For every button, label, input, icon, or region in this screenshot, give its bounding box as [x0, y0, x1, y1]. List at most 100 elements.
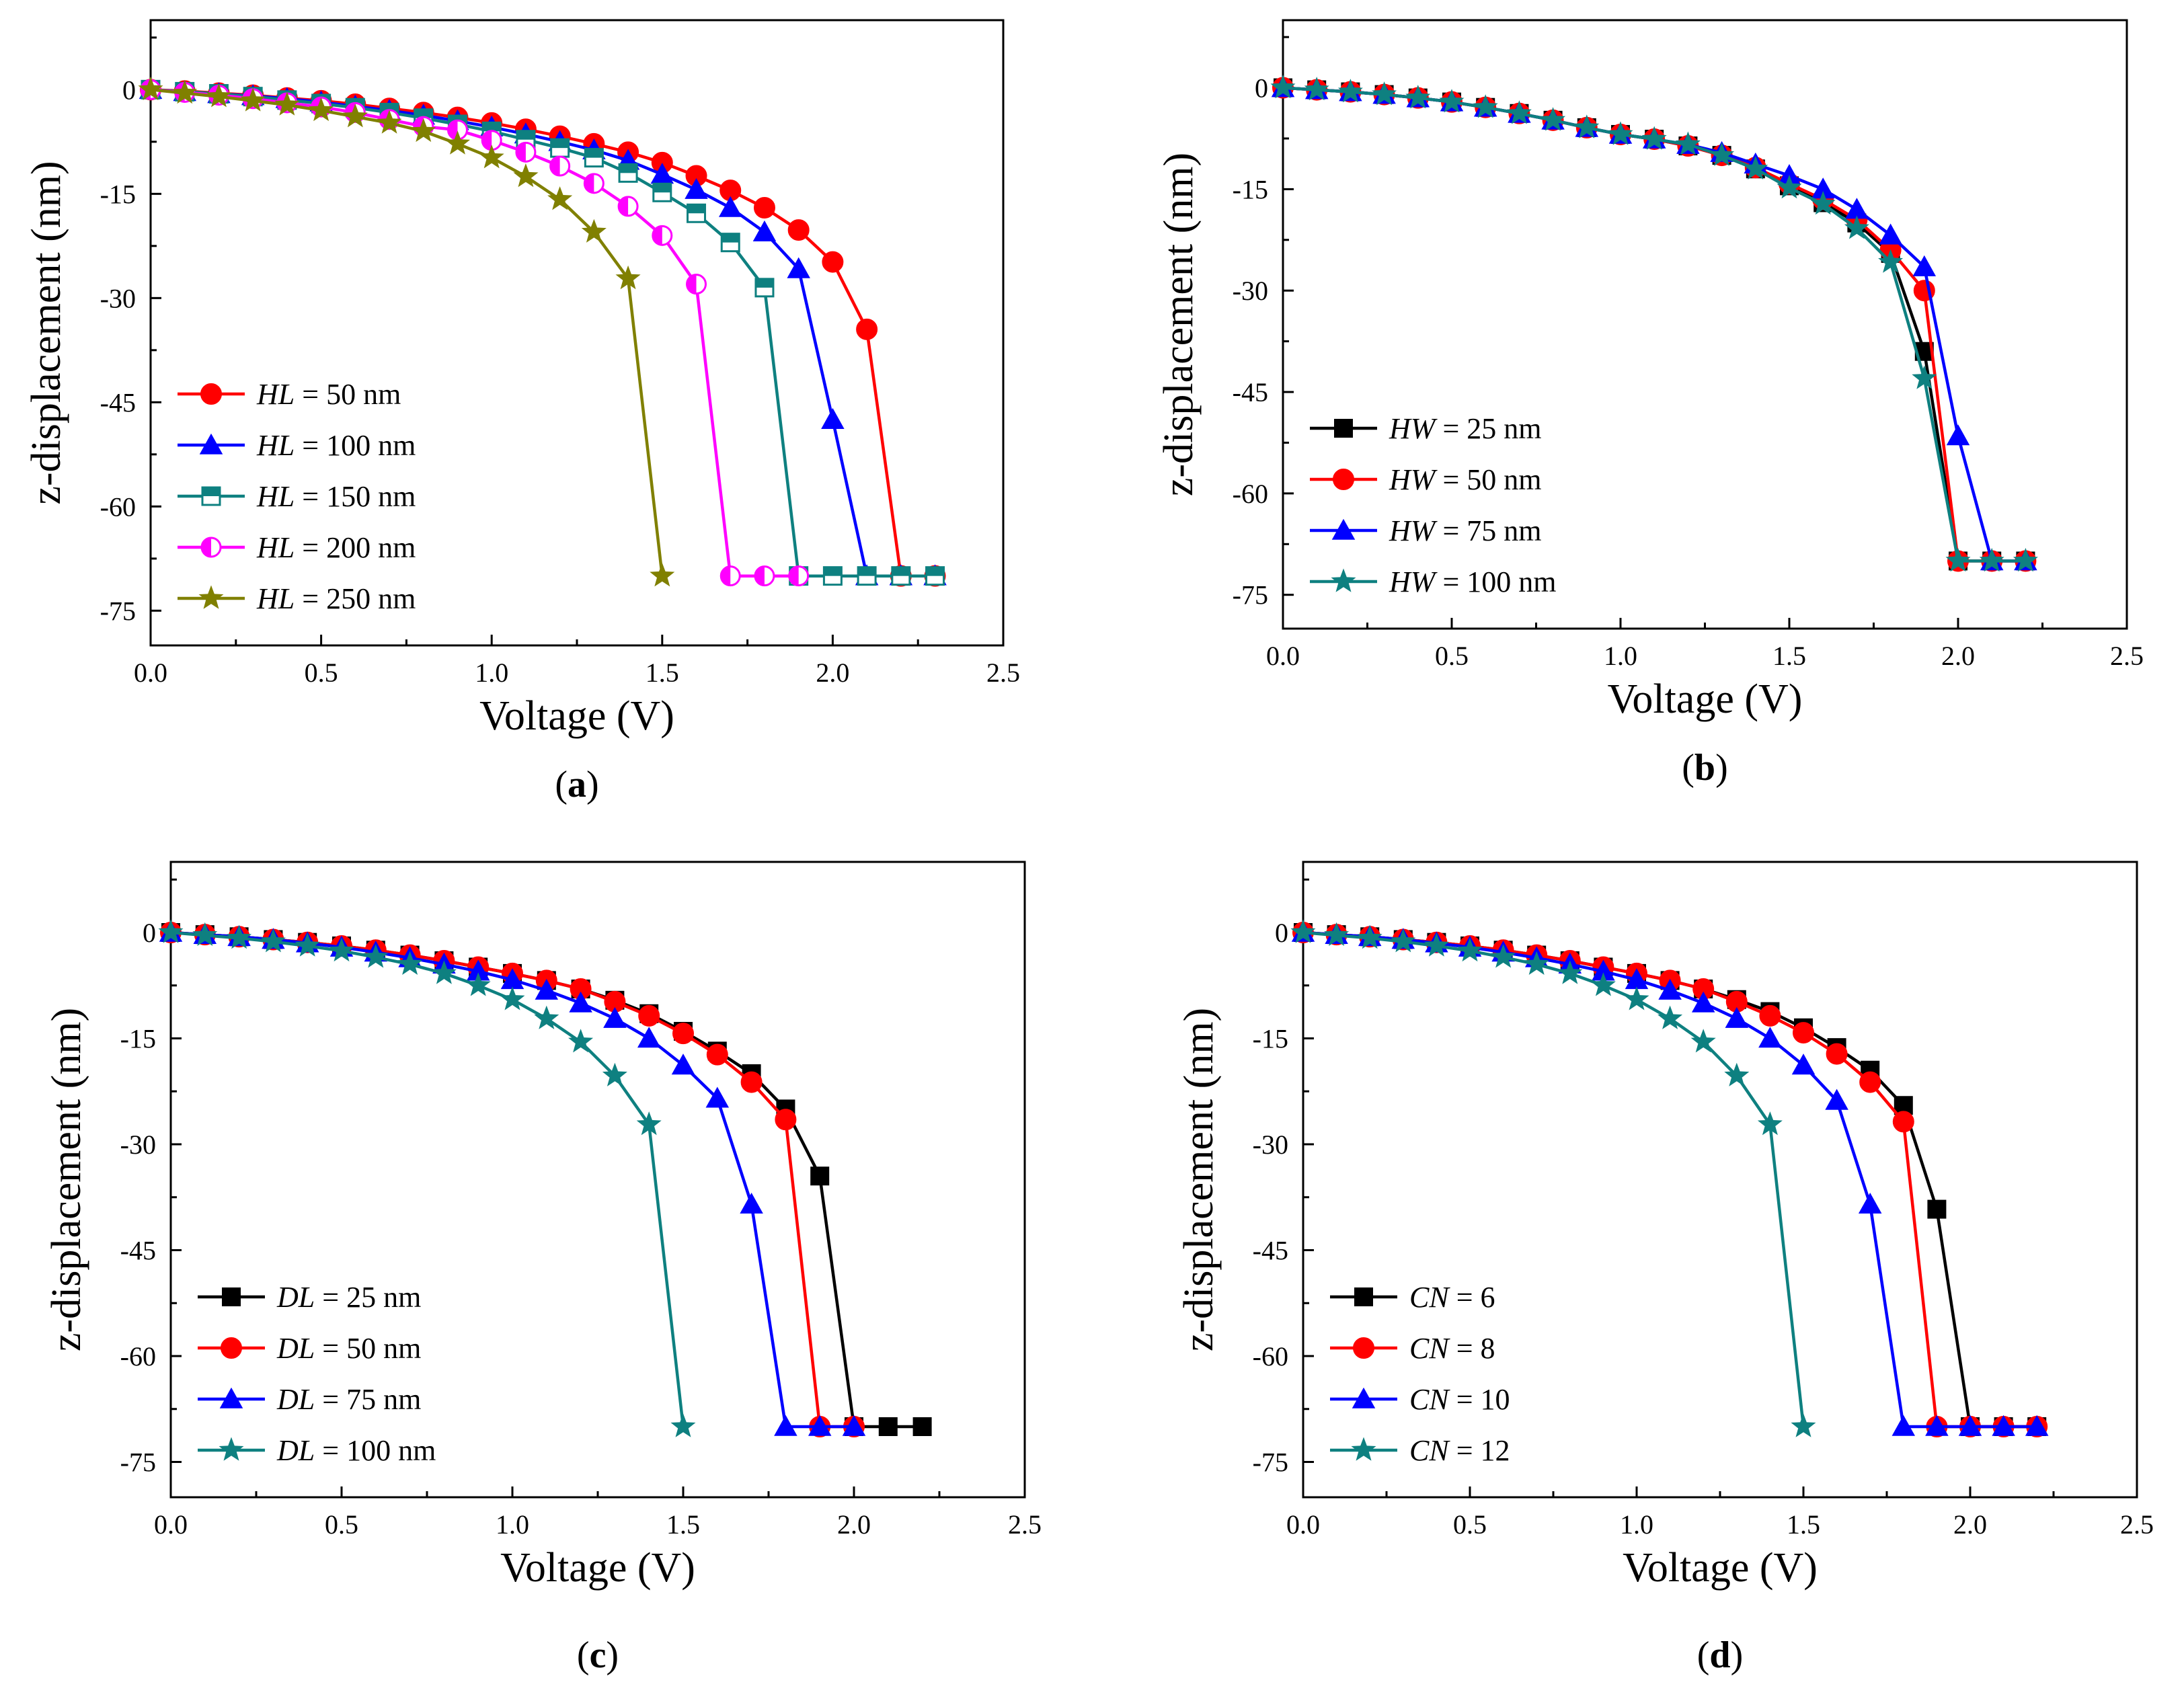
data-point	[1759, 1004, 1781, 1027]
data-point	[636, 1111, 662, 1136]
panel-c: 0.0 0.5 1.0 1.5 2.0 2.5 0 -15 -30 -45 -60 -75 Voltag…	[44, 861, 1042, 1676]
y-tick-label: 0	[1255, 73, 1268, 104]
legend-marker	[199, 433, 223, 454]
legend-item: CN = 8	[1330, 1332, 1495, 1365]
data-point	[1743, 155, 1768, 180]
data-point	[1574, 114, 1600, 138]
series	[158, 919, 696, 1437]
data-point	[1641, 126, 1667, 150]
legend-marker	[1353, 1337, 1374, 1359]
data-point	[550, 138, 570, 158]
data-point	[617, 196, 639, 217]
x-tick-label: 0.0	[134, 658, 167, 688]
x-tick-label: 2.0	[816, 658, 849, 688]
data-point	[1992, 1415, 2015, 1436]
y-tick-label: -75	[1253, 1447, 1288, 1478]
legend-marker	[1354, 1287, 1373, 1306]
data-point	[172, 80, 198, 104]
data-point	[1758, 1027, 1782, 1048]
data-point	[2013, 547, 2038, 572]
legend-label: CN = 12	[1409, 1434, 1510, 1467]
data-point	[687, 203, 707, 223]
x-axis-title: Voltage (V)	[479, 693, 674, 739]
data-point	[615, 265, 641, 290]
data-point	[1691, 991, 1715, 1013]
y-axis-title: z-displacement (nm)	[1176, 1008, 1222, 1351]
legend-label: DL = 75 nm	[276, 1383, 421, 1416]
legend-label: HL = 200 nm	[256, 531, 416, 564]
x-tick-label: 0.5	[1435, 641, 1469, 671]
data-point	[1337, 79, 1363, 103]
legend-marker	[222, 1287, 241, 1306]
legend: HL = 50 nm HL = 100 nm HL = 150 nm HL = 200…	[178, 378, 416, 615]
y-tick-label: -45	[120, 1236, 156, 1266]
x-tick-label: 2.5	[2110, 641, 2144, 671]
data-point	[1608, 121, 1633, 145]
data-point	[1945, 547, 1971, 572]
data-point	[1709, 142, 1735, 166]
data-point	[1979, 547, 2004, 572]
data-point	[891, 566, 911, 586]
legend-item: CN = 12	[1330, 1434, 1510, 1467]
data-point	[1624, 986, 1649, 1010]
data-point	[295, 932, 320, 957]
data-point	[465, 972, 491, 996]
x-tick-label: 2.5	[1008, 1509, 1042, 1540]
data-point	[808, 1415, 832, 1436]
data-point	[1405, 85, 1431, 109]
series-line	[170, 930, 685, 1427]
data-point	[274, 91, 300, 116]
y-tick-label: -60	[1253, 1341, 1288, 1372]
data-point	[260, 928, 286, 953]
x-tick-label: 1.5	[1787, 1509, 1820, 1540]
x-tick-label: 1.5	[1772, 641, 1806, 671]
data-point	[787, 257, 810, 278]
legend-label: HW = 75 nm	[1389, 514, 1541, 547]
data-point	[602, 1062, 627, 1086]
legend: HW = 25 nm HW = 50 nm HW = 75 nm HW = 100 n…	[1310, 412, 1556, 598]
y-tick-label: -15	[1253, 1024, 1288, 1054]
legend-label: DL = 50 nm	[276, 1332, 421, 1365]
y-axis-title: z-displacement (nm)	[1156, 153, 1202, 496]
series	[1270, 75, 2038, 572]
data-point	[1557, 960, 1583, 984]
legend-marker	[1351, 1437, 1376, 1461]
data-point	[1457, 937, 1483, 962]
data-point	[240, 87, 266, 112]
data-point	[377, 110, 402, 134]
x-tick-label: 0.5	[1453, 1509, 1487, 1540]
x-tick-label: 2.5	[2120, 1509, 2154, 1540]
series	[1272, 77, 2037, 572]
legend-label: CN = 8	[1409, 1332, 1495, 1365]
series	[138, 76, 675, 587]
data-point	[856, 318, 878, 340]
y-tick-label: -45	[1253, 1236, 1288, 1266]
data-point	[775, 1109, 797, 1131]
legend-marker	[201, 486, 221, 506]
data-point	[1473, 94, 1498, 118]
data-point	[515, 141, 537, 163]
y-tick-label: -75	[100, 596, 136, 626]
data-point	[1878, 249, 1904, 273]
x-tick-label: 1.5	[646, 658, 679, 688]
legend-marker	[219, 1387, 243, 1408]
data-point	[1524, 951, 1549, 975]
data-point	[637, 1027, 661, 1048]
data-point	[754, 278, 775, 298]
y-tick-label: -60	[100, 491, 136, 522]
data-point	[1690, 1029, 1716, 1053]
x-tick-label: 2.5	[986, 658, 1020, 688]
y-tick-label: 0	[143, 918, 156, 948]
data-point	[810, 1166, 830, 1186]
y-tick-label: -15	[100, 179, 136, 209]
data-point	[618, 163, 638, 183]
legend-label: HL = 250 nm	[256, 582, 416, 615]
legend-item: HW = 25 nm	[1310, 412, 1541, 445]
data-point	[138, 76, 163, 101]
data-point	[1825, 1088, 1848, 1110]
legend-marker	[200, 383, 222, 405]
legend-item: DL = 25 nm	[198, 1281, 421, 1314]
data-point	[740, 1193, 763, 1214]
data-point	[822, 566, 843, 586]
data-point	[857, 566, 877, 586]
